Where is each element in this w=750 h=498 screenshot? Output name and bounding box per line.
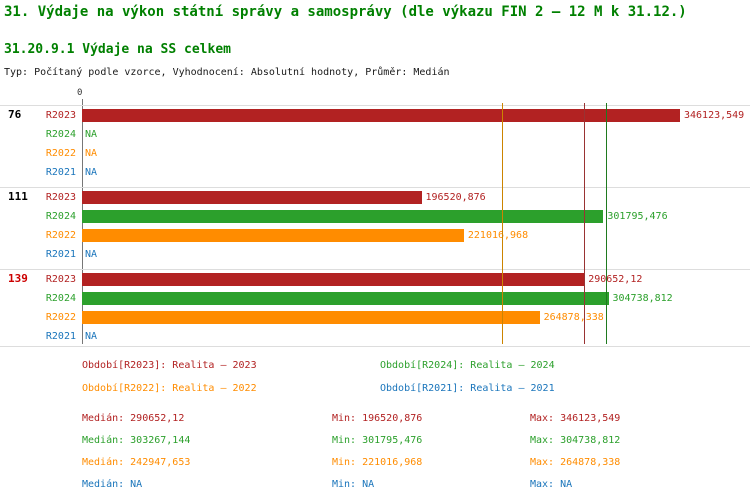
meta-line: Typ: Počítaný podle vzorce, Vyhodnocení:…	[4, 67, 450, 78]
bar-groups: 76 R2023 346123,549 R2024 NA R2022 NA R2021 NA 11…	[0, 105, 750, 347]
bar	[82, 109, 680, 122]
bar-value-label: 196520,876	[425, 192, 486, 203]
page-title: 31. Výdaje na výkon státní správy a samo…	[4, 4, 687, 20]
series-row-label: R2021	[45, 249, 76, 260]
series-row-label: R2023	[45, 110, 76, 121]
bar-row: R2021 NA	[0, 163, 750, 182]
bar-row: R2022 221016,968	[0, 226, 750, 245]
bar	[82, 311, 540, 324]
series-row-label: R2023	[45, 274, 76, 285]
bar-area: NA	[82, 331, 750, 342]
series-row-label: R2021	[45, 167, 76, 178]
bar-area: 221016,968	[82, 229, 750, 242]
legend-item: Období[R2024]: Realita – 2024	[380, 360, 555, 371]
median-line	[584, 103, 586, 344]
bar-group: 76 R2023 346123,549 R2024 NA R2022 NA R2021 NA	[0, 105, 750, 182]
series-row-label: R2022	[45, 148, 76, 159]
stat-max: Max: 346123,549	[530, 413, 621, 424]
bar-group: 111 R2023 196520,876 R2024 301795,476 R2022 22…	[0, 187, 750, 264]
stat-min: Min: 196520,876	[332, 413, 423, 424]
group-label: 139	[8, 272, 28, 285]
stat-min: Min: NA	[332, 479, 375, 490]
bar-area: 196520,876	[82, 191, 750, 204]
stat-median: Medián: 242947,653	[82, 457, 191, 468]
stat-max: Max: 264878,338	[530, 457, 621, 468]
legend-item: Období[R2023]: Realita – 2023	[82, 360, 257, 371]
bar-row: R2024 NA	[0, 125, 750, 144]
stat-max: Max: NA	[530, 479, 573, 490]
bar-value-label: 301795,476	[607, 211, 668, 222]
na-value-label: NA	[85, 129, 98, 140]
stat-median: Medián: 303267,144	[82, 435, 191, 446]
bar-area: 346123,549	[82, 109, 750, 122]
bar-area: 264878,338	[82, 311, 750, 324]
bar-area: 301795,476	[82, 210, 750, 223]
series-row-label: R2023	[45, 192, 76, 203]
series-row-label: R2024	[45, 293, 76, 304]
series-row-label: R2021	[45, 331, 76, 342]
bar-group: 139 R2023 290652,12 R2024 304738,812 R2022 264…	[0, 269, 750, 347]
bar-area: NA	[82, 249, 750, 260]
median-line	[501, 103, 503, 344]
series-row-label: R2024	[45, 129, 76, 140]
na-value-label: NA	[85, 331, 98, 342]
axis-zero-label: 0	[77, 88, 83, 98]
legend-item: Období[R2021]: Realita – 2021	[380, 383, 555, 394]
bar-row: R2022 264878,338	[0, 308, 750, 327]
legend-item: Období[R2022]: Realita – 2022	[82, 383, 257, 394]
na-value-label: NA	[85, 167, 98, 178]
bar-area: NA	[82, 167, 750, 178]
bar-value-label: 304738,812	[612, 293, 673, 304]
section-title: 31.20.9.1 Výdaje na SS celkem	[4, 42, 231, 57]
series-row-label: R2024	[45, 211, 76, 222]
bar	[82, 229, 464, 242]
bar-area: NA	[82, 148, 750, 159]
group-label: 76	[8, 108, 22, 121]
stat-max: Max: 304738,812	[530, 435, 621, 446]
bar-row: R2021 NA	[0, 245, 750, 264]
bar-value-label: 264878,338	[543, 312, 604, 323]
bar	[82, 273, 585, 286]
bar-row: R2023 196520,876	[0, 188, 750, 207]
stat-min: Min: 221016,968	[332, 457, 423, 468]
bar-row: R2023 290652,12	[0, 270, 750, 289]
series-row-label: R2022	[45, 312, 76, 323]
median-line	[606, 103, 607, 344]
bar-row: R2022 NA	[0, 144, 750, 163]
group-label: 111	[8, 190, 28, 203]
bar-row: R2021 NA	[0, 327, 750, 346]
bar-area: 304738,812	[82, 292, 750, 305]
bar-value-label: 290652,12	[588, 274, 643, 285]
na-value-label: NA	[85, 148, 98, 159]
stat-min: Min: 301795,476	[332, 435, 423, 446]
bar-area: 290652,12	[82, 273, 750, 286]
bar-value-label: 221016,968	[467, 230, 529, 241]
bar-row: R2024 304738,812	[0, 289, 750, 308]
bar-value-label: 346123,549	[684, 110, 745, 121]
bar-row: R2024 301795,476	[0, 207, 750, 226]
stat-median: Medián: 290652,12	[82, 413, 185, 424]
chart: 76 R2023 346123,549 R2024 NA R2022 NA R2021 NA 11…	[0, 99, 750, 347]
na-value-label: NA	[85, 249, 98, 260]
stat-median: Medián: NA	[82, 479, 143, 490]
bar	[82, 191, 422, 204]
series-row-label: R2022	[45, 230, 76, 241]
bar-area: NA	[82, 129, 750, 140]
bar	[82, 210, 604, 223]
bar-row: R2023 346123,549	[0, 106, 750, 125]
bar	[82, 292, 609, 305]
